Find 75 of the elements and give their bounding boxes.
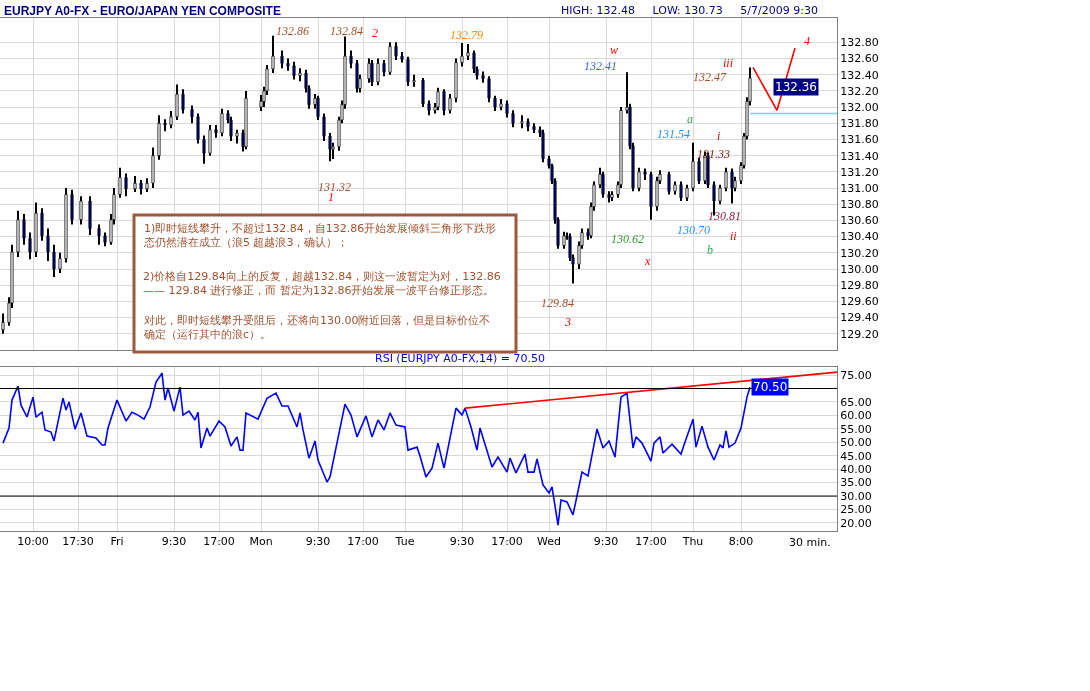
y-tick-label: 130.20 [840, 246, 879, 260]
annotation: 对此，即时短线攀升受阻后，还将向130.00附近回落，但是目标价位不确定（运行其中的浪c）。 [143, 314, 491, 342]
annotation: i [717, 129, 721, 143]
annotation: iii [723, 56, 734, 70]
y-tick-label: 50.00 [840, 436, 872, 450]
chart-subtitle: HIGH: 132.48 LOW: 130.73 5/7/2009 9:30 [561, 4, 818, 17]
annotation: 132.84 [330, 24, 363, 38]
y-tick-label: 131.00 [840, 181, 879, 195]
annotation: 1)即时短线攀升，不超过132.84，自132.86开始发展倾斜三角形下跌形态仍然潜在成立（浪5 超越浪3，确认）； [143, 222, 497, 250]
annotation: 3 [564, 315, 571, 329]
annotation: 132.79 [450, 28, 483, 42]
y-tick-label: 129.40 [840, 311, 879, 325]
y-tick-label: 130.40 [840, 230, 879, 244]
x-tick-label: 9:30 [161, 535, 187, 549]
annotation: 131.54 [657, 127, 690, 141]
annotation: x [644, 254, 651, 268]
annotation: 132.86 [276, 24, 309, 38]
annotation: 132.41 [584, 59, 617, 73]
annotation: 130.81 [708, 209, 741, 223]
annotation: 129.84 [541, 296, 574, 310]
y-tick-label: 129.60 [840, 295, 879, 309]
x-tick-label: Mon [249, 535, 273, 549]
x-tick-label: 9:30 [593, 535, 619, 549]
x-tick-label: 17:00 [347, 535, 379, 549]
y-tick-label: 129.20 [840, 327, 879, 341]
x-tick-label: 17:00 [203, 535, 235, 549]
x-tick-label: Thu [681, 535, 704, 549]
y-tick-label: 130.80 [840, 198, 879, 212]
x-tick-label: Fri [110, 535, 124, 549]
annotation: 132.36 [775, 80, 817, 94]
y-tick-label: 55.00 [840, 422, 872, 436]
y-tick-label: 131.80 [840, 117, 879, 131]
annotation: 130.70 [677, 223, 710, 237]
annotation: a [687, 112, 693, 126]
y-tick-label: 131.60 [840, 133, 879, 147]
y-tick-label: 132.60 [840, 52, 879, 66]
annotation: 132.47 [693, 70, 727, 84]
annotation: b [707, 243, 713, 257]
x-tick-label: 8:00 [728, 535, 754, 549]
y-tick-label: 129.80 [840, 279, 879, 293]
x-tick-label: 17:30 [62, 535, 94, 549]
annotation: 2)价格自129.84向上的反复，超越132.84，则这一波暂定为对，132.86—— 129.84 进行修正，而 暂定为132.86开始发展一波平台修正形态。 [143, 270, 501, 298]
y-tick-label: 40.00 [840, 463, 872, 477]
y-tick-label: 132.80 [840, 36, 879, 50]
y-tick-label: 30.00 [840, 489, 872, 503]
annotation: 2 [372, 26, 378, 40]
x-tick-label: 17:00 [635, 535, 667, 549]
y-tick-label: 75.00 [840, 368, 872, 382]
y-tick-label: 60.00 [840, 409, 872, 423]
x-tick-label: Tue [394, 535, 415, 549]
y-tick-label: 65.00 [840, 395, 872, 409]
y-tick-label: 130.00 [840, 262, 879, 276]
annotation: w [610, 43, 619, 57]
chart-title: RSI (EURJPY A0-FX,14) = 70.50 [375, 352, 545, 365]
x-tick-label: Wed [537, 535, 561, 549]
y-tick-label: 45.00 [840, 449, 872, 463]
annotation: 4 [804, 34, 810, 48]
x-axis-title: 30 min. [789, 536, 831, 549]
x-tick-label: 17:00 [491, 535, 523, 549]
chart-title: EURJPY A0-FX - EURO/JAPAN YEN COMPOSITE [4, 4, 281, 18]
annotation: ii [730, 229, 737, 243]
x-tick-label: 9:30 [449, 535, 475, 549]
y-tick-label: 35.00 [840, 476, 872, 490]
annotation: 130.62 [611, 232, 644, 246]
annotation: 70.50 [753, 380, 788, 394]
x-tick-label: 9:30 [305, 535, 331, 549]
y-tick-label: 132.00 [840, 100, 879, 114]
y-tick-label: 25.00 [840, 503, 872, 517]
x-tick-label: 10:00 [17, 535, 49, 549]
y-tick-label: 20.00 [840, 516, 872, 530]
y-tick-label: 131.40 [840, 149, 879, 163]
y-tick-label: 131.20 [840, 165, 879, 179]
y-tick-label: 132.20 [840, 84, 879, 98]
y-tick-label: 132.40 [840, 68, 879, 82]
y-tick-label: 130.60 [840, 214, 879, 228]
